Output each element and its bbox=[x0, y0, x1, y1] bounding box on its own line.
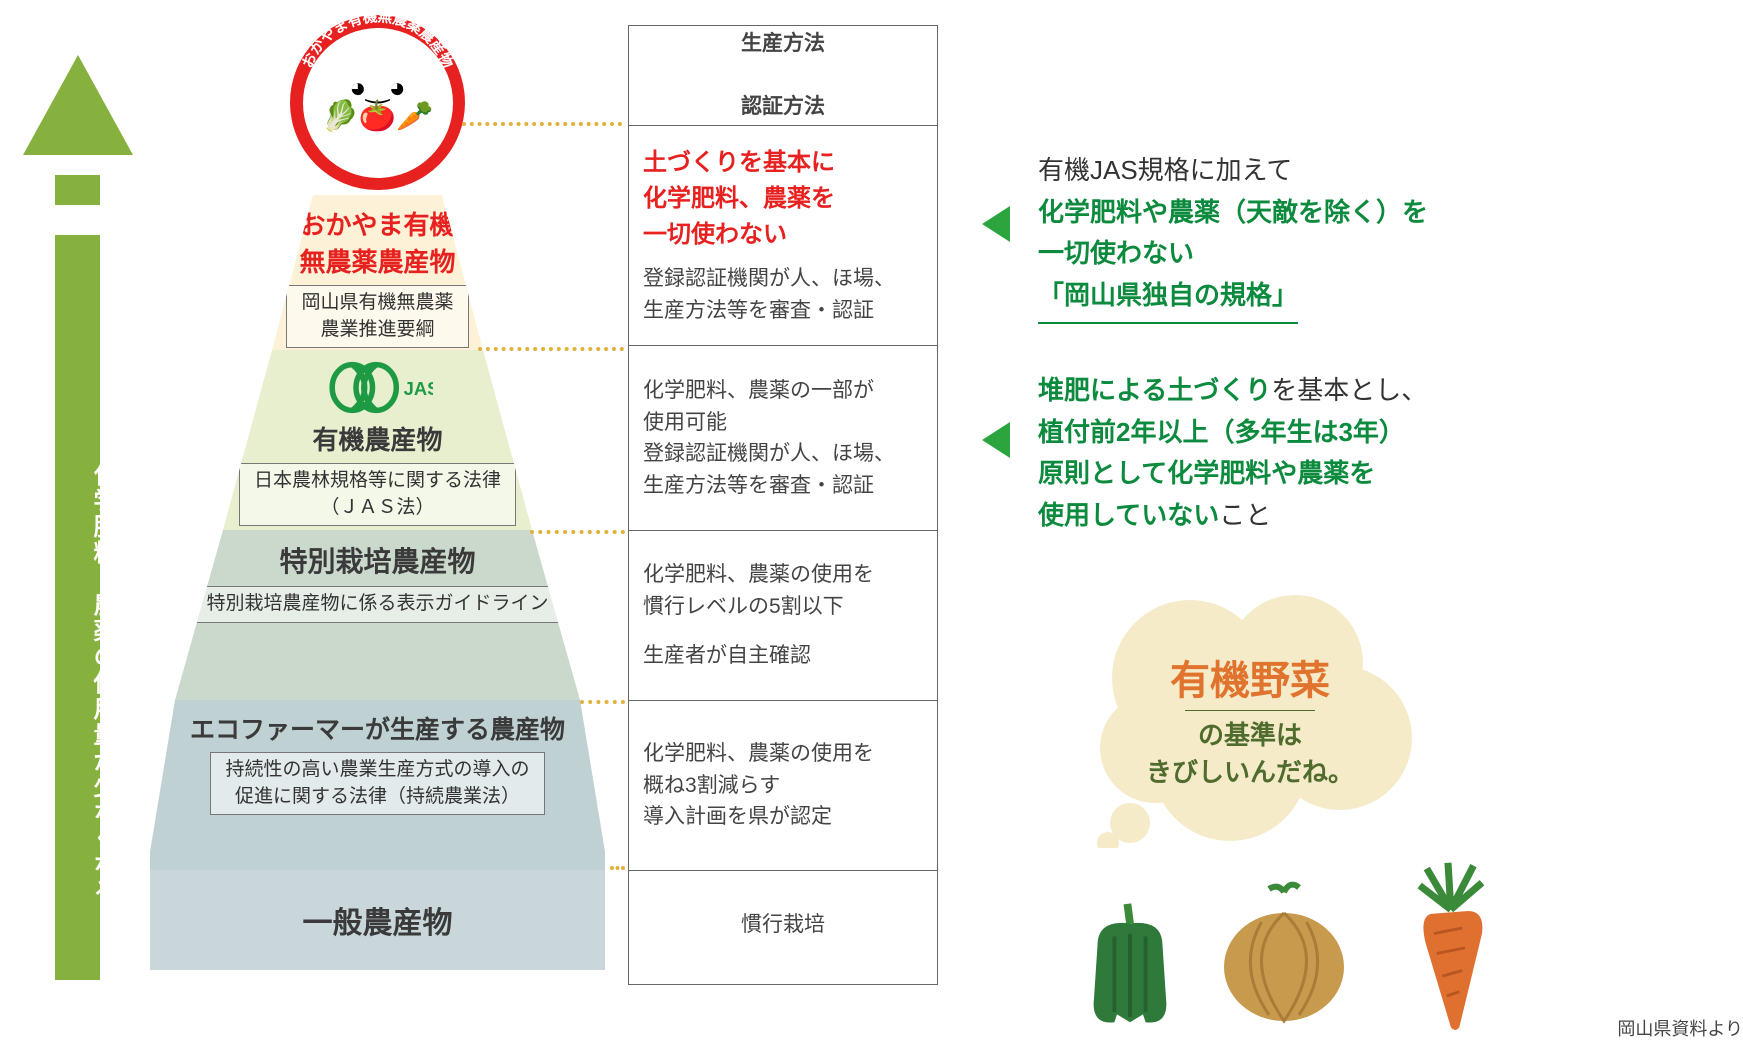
tier-regulation-box: 持続性の高い農業生産方式の導入の促進に関する法律（持続農業法） bbox=[210, 752, 544, 815]
arrow-label: 化学肥料・農薬の使用量が少なくなる bbox=[35, 385, 120, 980]
method-table: 生産方法認証方法土づくりを基本に化学肥料、農薬を一切使わない登録認証機関が人、ほ… bbox=[628, 25, 938, 985]
tier-regulation-box: 岡山県有機無農薬農業推進要綱 bbox=[286, 285, 468, 348]
dotted-connector bbox=[580, 700, 625, 704]
callout-pointer-icon bbox=[982, 206, 1010, 242]
tier-regulation-box: 特別栽培農産物に係る表示ガイドライン bbox=[191, 586, 563, 623]
method-table-header: 生産方法認証方法 bbox=[629, 26, 937, 126]
tier-title: おかやま有機無農薬農産物 bbox=[156, 205, 599, 279]
pyramid-tier-tokubetsu: 特別栽培農産物特別栽培農産物に係る表示ガイドライン bbox=[150, 530, 605, 700]
source-credit: 岡山県資料より bbox=[1617, 1015, 1743, 1041]
pepper-icon bbox=[1065, 900, 1195, 1030]
callout-pointer-icon bbox=[982, 422, 1010, 458]
svg-text:化学肥料・農薬は使っていません: 化学肥料・農薬は使っていません bbox=[313, 132, 442, 176]
tier-title: 有機農産物 bbox=[156, 420, 599, 457]
svg-text:おかやま有機無農薬農産物: おかやま有機無農薬農産物 bbox=[299, 15, 457, 71]
usage-arrow: 化学肥料・農薬の使用量が少なくなる bbox=[35, 55, 120, 980]
speech-bubble: 有機野菜の基準はきびしいんだね。 bbox=[1070, 588, 1430, 848]
pyramid-tier-organic: JAS 有機農産物日本農林規格等に関する法律（ＪＡＳ法） bbox=[150, 350, 605, 530]
jas-mark-icon: JAS bbox=[323, 360, 433, 415]
dotted-connector bbox=[478, 347, 624, 351]
tier-regulation-box: 日本農林規格等に関する法律（ＪＡＳ法） bbox=[239, 463, 516, 526]
svg-text:JAS: JAS bbox=[403, 378, 432, 399]
dotted-connector bbox=[530, 530, 625, 534]
pyramid-tier-general: 一般農産物 bbox=[150, 870, 605, 970]
method-table-row: 慣行栽培 bbox=[629, 871, 937, 979]
tier-title: 一般農産物 bbox=[303, 898, 453, 942]
tier-title: エコファーマーが生産する農産物 bbox=[156, 710, 599, 746]
carrot-icon bbox=[1373, 860, 1523, 1030]
pyramid-tier-okayama: おかやま有機無農薬農産物岡山県有機無農薬農業推進要綱 bbox=[150, 195, 605, 350]
method-table-row: 化学肥料、農薬の使用を慣行レベルの5割以下生産者が自主確認 bbox=[629, 531, 937, 701]
callout-1: 有機JAS規格に加えて化学肥料や農薬（天敵を除く）を一切使わない「岡山県独自の規… bbox=[1038, 150, 1428, 330]
pyramid-tier-eco: エコファーマーが生産する農産物持続性の高い農業生産方式の導入の促進に関する法律（… bbox=[150, 700, 605, 870]
method-table-row: 土づくりを基本に化学肥料、農薬を一切使わない登録認証機関が人、ほ場、生産方法等を… bbox=[629, 126, 937, 346]
callout-2: 堆肥による土づくりを基本とし、植付前2年以上（多年生は3年）原則として化学肥料や… bbox=[1038, 370, 1427, 536]
dotted-connector bbox=[462, 122, 622, 126]
method-table-row: 化学肥料、農薬の一部が使用可能登録認証機関が人、ほ場、生産方法等を審査・認証 bbox=[629, 346, 937, 531]
method-table-row: 化学肥料、農薬の使用を概ね3割減らす導入計画を県が認定 bbox=[629, 701, 937, 871]
tier-title: 特別栽培農産物 bbox=[156, 540, 599, 580]
vegetable-illustration bbox=[1065, 860, 1523, 1030]
onion-icon bbox=[1209, 880, 1359, 1030]
dotted-connector bbox=[610, 866, 625, 870]
pyramid: おかやま有機無農薬農産物岡山県有機無農薬農業推進要綱 JAS 有機農産物日本農林規格… bbox=[150, 195, 605, 995]
okayama-organic-logo: ◕‿◕🥬🍅🥕おかやま有機無農薬農産物化学肥料・農薬は使っていません bbox=[290, 15, 465, 190]
